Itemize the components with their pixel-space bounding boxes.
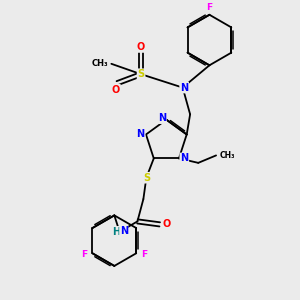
Text: H: H — [112, 227, 120, 237]
Text: O: O — [112, 85, 120, 95]
Text: O: O — [162, 219, 170, 230]
Text: CH₃: CH₃ — [220, 151, 235, 160]
Text: S: S — [143, 173, 150, 183]
Text: F: F — [142, 250, 148, 259]
Text: CH₃: CH₃ — [91, 59, 108, 68]
Text: N: N — [180, 153, 188, 164]
Text: S: S — [137, 69, 145, 79]
Text: N: N — [158, 113, 166, 123]
Text: O: O — [137, 42, 145, 52]
Text: F: F — [81, 250, 87, 259]
Text: N: N — [120, 226, 128, 236]
Text: F: F — [206, 3, 212, 12]
Text: N: N — [136, 130, 145, 140]
Text: N: N — [180, 82, 188, 93]
